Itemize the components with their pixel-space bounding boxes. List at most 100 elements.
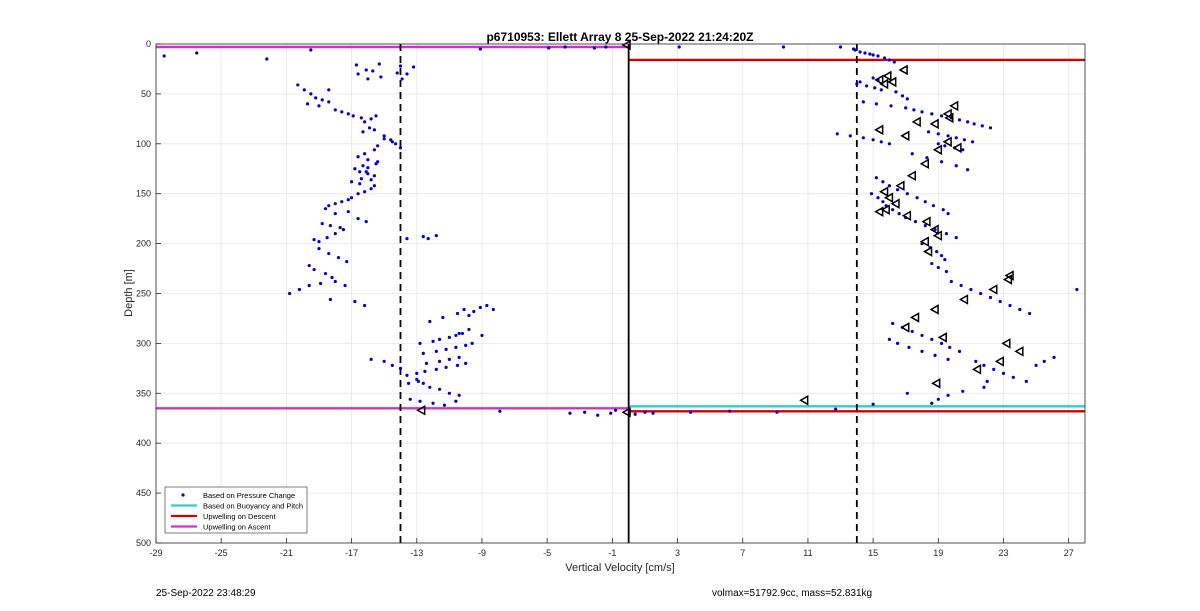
- pressure-data-point: [431, 339, 435, 344]
- pressure-data-point: [498, 409, 502, 413]
- pressure-data-point: [372, 174, 376, 178]
- pressure-data-point: [454, 399, 458, 403]
- buoyancy-data-marker: [416, 404, 426, 416]
- buoyancy-data-marker: [932, 230, 943, 241]
- y-tick-label: 250: [136, 289, 151, 299]
- pressure-data-point: [895, 188, 900, 192]
- buoyancy-data-marker: [895, 180, 905, 192]
- pressure-data-point: [336, 255, 341, 260]
- pressure-data-point: [423, 369, 427, 373]
- pressure-data-point: [869, 192, 874, 196]
- y-tick-label: 50: [141, 89, 151, 99]
- pressure-data-point: [421, 381, 425, 385]
- pressure-data-point: [930, 337, 934, 342]
- pressure-data-point: [364, 220, 368, 224]
- pressure-data-point: [871, 138, 875, 142]
- pressure-data-point: [359, 177, 363, 181]
- pressure-data-point: [460, 331, 465, 336]
- pressure-data-point: [887, 184, 892, 188]
- pressure-data-point: [943, 257, 947, 262]
- pressure-data-point: [351, 114, 355, 118]
- pressure-data-point: [954, 164, 958, 168]
- pressure-data-point: [939, 160, 944, 164]
- y-axis-label: Depth [m]: [123, 269, 135, 317]
- pressure-data-point: [447, 357, 451, 361]
- buoyancy-data-marker: [949, 100, 959, 112]
- pressure-data-point: [936, 397, 940, 401]
- pressure-data-point: [333, 232, 337, 236]
- pressure-data-point: [302, 88, 306, 92]
- pressure-data-point: [891, 321, 895, 326]
- pressure-data-point: [361, 130, 365, 134]
- pressure-data-point: [345, 259, 349, 264]
- pressure-data-point: [457, 331, 461, 336]
- x-tick-label: 15: [868, 548, 878, 558]
- pressure-data-point: [361, 164, 365, 168]
- pressure-data-point: [464, 361, 468, 365]
- pressure-data-point: [596, 413, 600, 417]
- pressure-data-point: [1024, 379, 1028, 383]
- pressure-data-point: [374, 114, 378, 118]
- y-tick-label: 150: [136, 189, 151, 199]
- pressure-data-point: [873, 86, 877, 90]
- pressure-data-point: [879, 88, 883, 92]
- pressure-data-point: [382, 134, 386, 138]
- pressure-data-point: [861, 136, 865, 140]
- pressure-data-point: [353, 299, 357, 304]
- pressure-data-point: [939, 341, 944, 345]
- legend-label: Upwelling on Ascent: [203, 523, 271, 532]
- x-tick-label: 11: [803, 548, 812, 558]
- pressure-data-point: [858, 50, 862, 54]
- x-tick-label: -17: [345, 548, 358, 558]
- y-tick-label: 350: [136, 388, 151, 398]
- pressure-data-point: [920, 349, 924, 353]
- pressure-data-point: [320, 222, 324, 226]
- pressure-data-point: [162, 54, 166, 58]
- pressure-data-point: [305, 102, 310, 106]
- pressure-data-point: [434, 234, 438, 238]
- pressure-data-point: [333, 279, 337, 284]
- pressure-data-point: [835, 132, 839, 136]
- pressure-data-point: [954, 236, 958, 240]
- buoyancy-data-marker: [879, 186, 889, 197]
- pressure-data-point: [887, 58, 892, 62]
- buoyancy-data-marker: [621, 406, 631, 418]
- pressure-data-point: [369, 117, 373, 121]
- pressure-data-point: [325, 236, 329, 240]
- pressure-data-point: [478, 305, 482, 310]
- pressure-data-point: [891, 208, 895, 212]
- pressure-data-point: [320, 98, 324, 102]
- pressure-data-point: [363, 152, 367, 156]
- pressure-data-point: [353, 167, 357, 171]
- pressure-data-point: [317, 240, 321, 244]
- pressure-data-point: [923, 200, 927, 204]
- buoyancy-data-marker: [1002, 274, 1013, 285]
- pressure-data-point: [408, 397, 412, 401]
- pressure-data-point: [985, 379, 989, 383]
- pressure-data-point: [889, 104, 893, 108]
- buoyancy-data-marker: [901, 210, 912, 221]
- pressure-data-point: [962, 138, 966, 142]
- pressure-data-point: [966, 168, 970, 172]
- y-tick-label: 300: [136, 338, 151, 348]
- pressure-data-point: [858, 80, 862, 84]
- pressure-data-point: [358, 182, 362, 186]
- pressure-data-point: [855, 82, 859, 86]
- pressure-data-point: [1001, 371, 1006, 375]
- pressure-data-point: [633, 412, 637, 416]
- pressure-data-point: [988, 126, 993, 130]
- pressure-data-point: [913, 220, 918, 224]
- pressure-data-point: [356, 72, 360, 76]
- pressure-data-point: [327, 204, 331, 208]
- pressure-data-point: [390, 363, 394, 367]
- buoyancy-data-marker: [874, 124, 884, 136]
- pressure-data-point: [478, 47, 482, 51]
- buoyancy-data-marker: [909, 312, 920, 323]
- pressure-data-point: [309, 48, 313, 52]
- pressure-data-point: [871, 76, 875, 80]
- pressure-data-point: [876, 54, 880, 58]
- pressure-data-point: [470, 341, 474, 345]
- pressure-data-point: [915, 196, 919, 200]
- pressure-data-point: [328, 224, 332, 228]
- buoyancy-data-marker: [906, 170, 916, 182]
